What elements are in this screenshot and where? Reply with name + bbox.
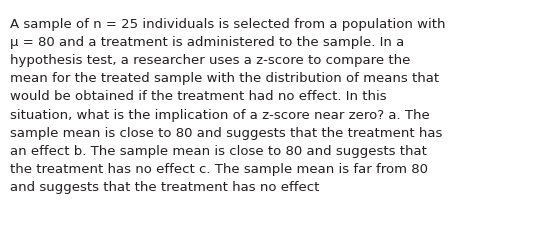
- Text: A sample of n = 25 individuals is selected from a population with
μ = 80 and a t: A sample of n = 25 individuals is select…: [10, 18, 445, 194]
